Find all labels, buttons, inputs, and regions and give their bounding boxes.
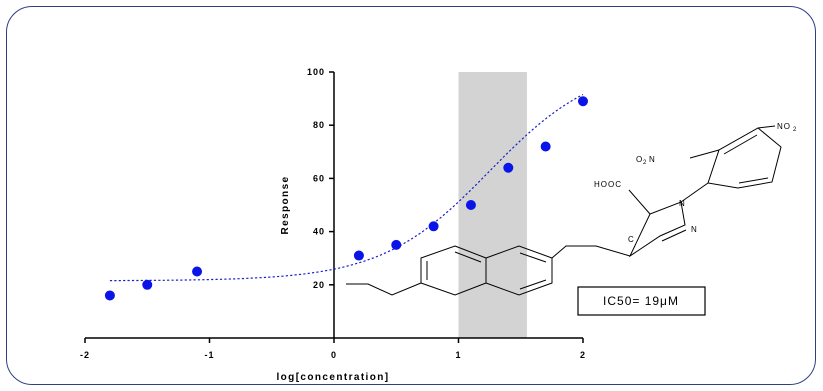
ic50-box — [577, 286, 706, 316]
x-tick-label: 0 — [331, 350, 337, 360]
y-tick-label: 80 — [313, 120, 325, 130]
x-tick-label: 2 — [580, 350, 586, 360]
o2n-tail-label: N — [649, 155, 656, 164]
c-label: C — [628, 235, 635, 244]
x-axis-label: log[concentration] — [277, 372, 390, 383]
fit-curve — [109, 93, 584, 282]
data-point — [353, 250, 364, 261]
x-tick-label: -2 — [80, 350, 90, 360]
data-point — [540, 141, 551, 152]
no2-top-subscript: 2 — [793, 127, 797, 133]
x-tick-label: 1 — [455, 350, 461, 360]
n2-label: N — [691, 225, 698, 234]
y-tick-label: 60 — [313, 173, 325, 183]
o2n-label: O — [636, 155, 643, 164]
y-axis-label: Response — [280, 176, 291, 235]
data-point — [142, 279, 153, 290]
o2n-subscript: 2 — [643, 160, 647, 166]
no2-top-label: NO — [777, 122, 791, 131]
data-point — [428, 221, 439, 232]
data-point — [192, 266, 203, 277]
data-point — [578, 96, 588, 107]
chart-frame — [6, 6, 816, 385]
data-point — [391, 239, 402, 250]
data-points — [104, 96, 588, 301]
x-tick-label: -1 — [204, 350, 214, 360]
data-point — [104, 290, 115, 301]
data-point — [465, 200, 476, 210]
chemical-structure — [346, 125, 782, 296]
y-tick-label: 20 — [313, 280, 325, 290]
hooc-label: HOOC — [594, 180, 622, 189]
data-point — [503, 162, 514, 173]
n1-label: N — [679, 199, 686, 208]
y-tick-label: 40 — [313, 227, 325, 237]
ic50-annotation: IC50= 19μM — [603, 294, 679, 308]
y-tick-label: 100 — [307, 67, 325, 77]
